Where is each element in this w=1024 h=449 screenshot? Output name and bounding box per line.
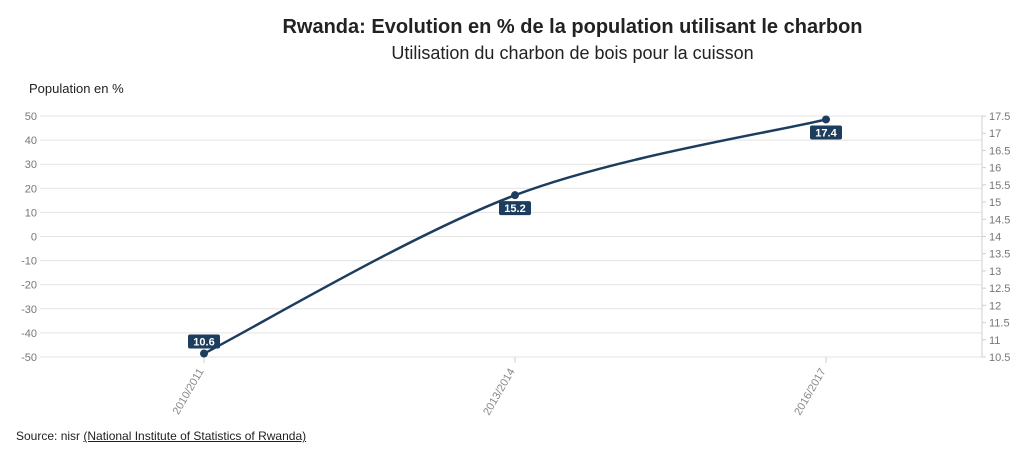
right-tick-label: 15 (989, 197, 1001, 209)
chart-subtitle: Utilisation du charbon de bois pour la c… (391, 43, 754, 63)
right-axis-ticks: 17.5 17 16.5 16 15.5 15 14.5 14 13.5 13 12.5 12 11.5… (982, 111, 1010, 364)
source-link[interactable]: (National Institute of Statistics of Rwa… (83, 429, 307, 443)
data-label-bg (188, 334, 220, 349)
grid-lines (40, 115, 983, 358)
x-tick-label: 2013/2014 (481, 367, 517, 418)
right-tick-label: 12 (989, 300, 1001, 312)
data-label: 17.4 (815, 127, 837, 139)
right-tick-label: 15.5 (989, 180, 1010, 192)
left-tick-label: -30 (21, 304, 37, 316)
data-label: 15.2 (504, 203, 525, 215)
right-tick-label: 12.5 (989, 283, 1010, 295)
left-tick-label: -40 (21, 328, 37, 340)
left-tick-label: 10 (25, 207, 37, 219)
left-tick-label: 20 (25, 183, 37, 195)
right-tick-label: 16.5 (989, 145, 1010, 157)
right-tick-label: 13.5 (989, 249, 1010, 261)
y-axis-label: Population en % (29, 81, 124, 96)
left-tick-label: 40 (25, 135, 37, 147)
left-tick-label: 30 (25, 159, 37, 171)
chart-title: Rwanda: Evolution en % de la population … (282, 16, 863, 38)
left-tick-label: -20 (21, 280, 37, 292)
right-tick-label: 14 (989, 232, 1001, 244)
x-tick-label: 2016/2017 (792, 367, 828, 418)
right-tick-label: 10.5 (989, 352, 1010, 364)
data-label-bg (499, 201, 531, 216)
data-point[interactable] (200, 349, 208, 358)
right-tick-label: 17.5 (989, 111, 1010, 123)
left-tick-label: 0 (31, 232, 37, 244)
data-point[interactable] (822, 115, 830, 124)
source-note: Source: nisr (National Institute of Stat… (16, 429, 306, 443)
series-layer (200, 115, 830, 358)
data-label: 10.6 (193, 337, 214, 349)
left-tick-label: -10 (21, 256, 37, 268)
right-tick-label: 17 (989, 128, 1001, 140)
data-labels: 10.6 15.2 17.4 (188, 125, 842, 349)
data-label-bg (810, 125, 842, 140)
right-tick-label: 14.5 (989, 214, 1010, 226)
data-point[interactable] (511, 191, 519, 200)
x-axis-ticks: 2010/2011 2013/2014 2016/2017 (171, 357, 829, 418)
source-prefix: Source: nisr (16, 429, 84, 443)
left-tick-label: -50 (21, 352, 37, 364)
left-tick-label: 50 (25, 111, 37, 123)
right-tick-label: 16 (989, 163, 1001, 175)
right-tick-label: 11.5 (989, 318, 1010, 330)
left-axis-ticks: 50 40 30 20 10 0 -10 -20 -30 -40 -50 (21, 111, 37, 364)
x-tick-label: 2010/2011 (171, 367, 207, 417)
right-tick-label: 11 (989, 335, 1000, 347)
right-tick-label: 13 (989, 266, 1001, 278)
